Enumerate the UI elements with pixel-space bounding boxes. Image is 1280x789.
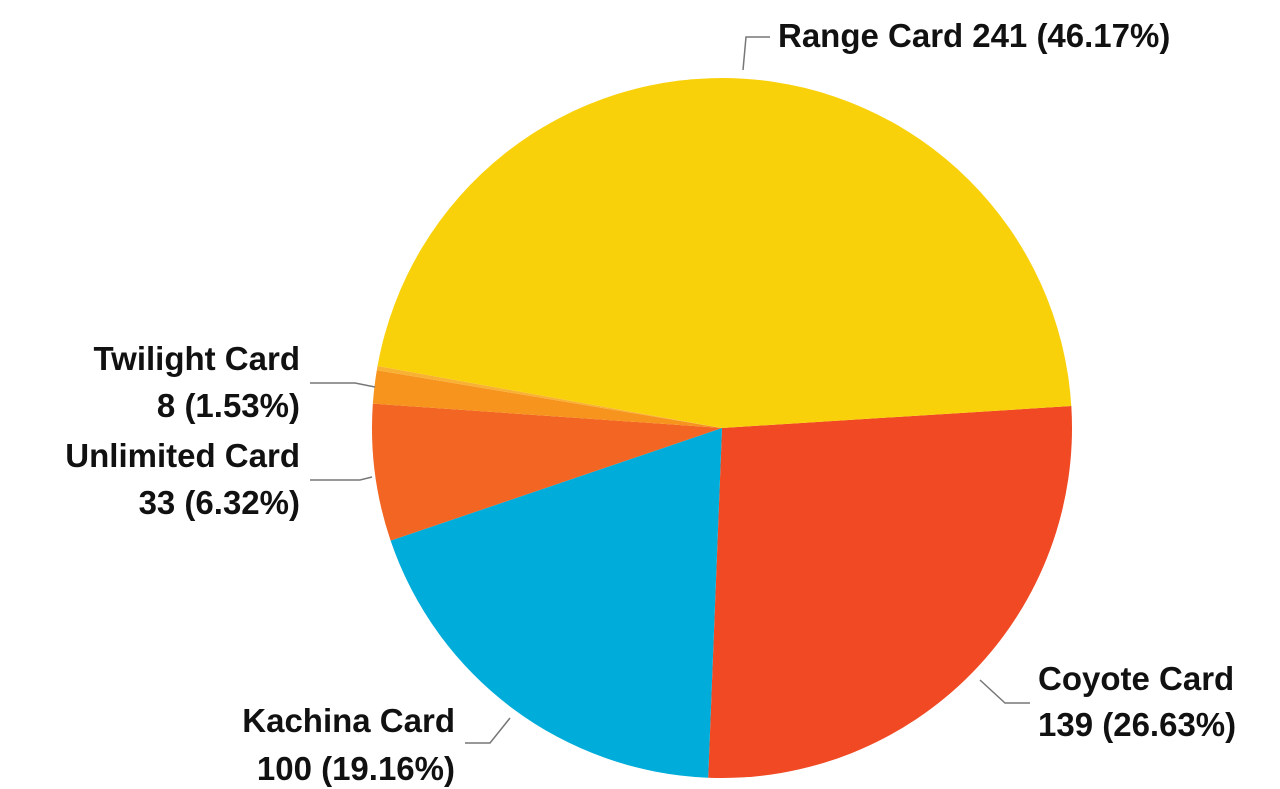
- slice-value: 100 (19.16%): [257, 750, 455, 787]
- leader-line: [979, 679, 1030, 704]
- pie-slice: [390, 428, 722, 778]
- pie-slice: [372, 370, 722, 428]
- slice-value: 139 (26.63%): [1038, 706, 1236, 743]
- slice-label: Kachina Card 100 (19.16%): [242, 702, 455, 787]
- leader-line: [310, 476, 373, 481]
- slice-name: Range Card: [778, 17, 963, 54]
- slice-name: Kachina Card: [242, 702, 455, 739]
- leader-line: [465, 717, 511, 744]
- slice-name: Coyote Card: [1038, 660, 1234, 697]
- slice-name: Unlimited Card: [65, 437, 300, 474]
- slice-label: Range Card 241 (46.17%): [778, 17, 1170, 54]
- pie-slice: [376, 366, 722, 428]
- pie-slice: [372, 403, 722, 541]
- pie-slice: [708, 406, 1072, 778]
- leader-line: [310, 382, 376, 388]
- slice-name: Twilight Card: [93, 340, 300, 377]
- slice-value: 241 (46.17%): [972, 17, 1170, 54]
- leader-line: [742, 36, 770, 71]
- pie-slice: [377, 78, 1072, 429]
- slice-label: Coyote Card 139 (26.63%): [1038, 660, 1236, 743]
- slice-value: 33 (6.32%): [139, 484, 300, 521]
- slice-label: Twilight Card 8 (1.53%): [93, 340, 300, 424]
- slice-label: Unlimited Card 33 (6.32%): [65, 437, 300, 521]
- slice-value: 8 (1.53%): [157, 387, 300, 424]
